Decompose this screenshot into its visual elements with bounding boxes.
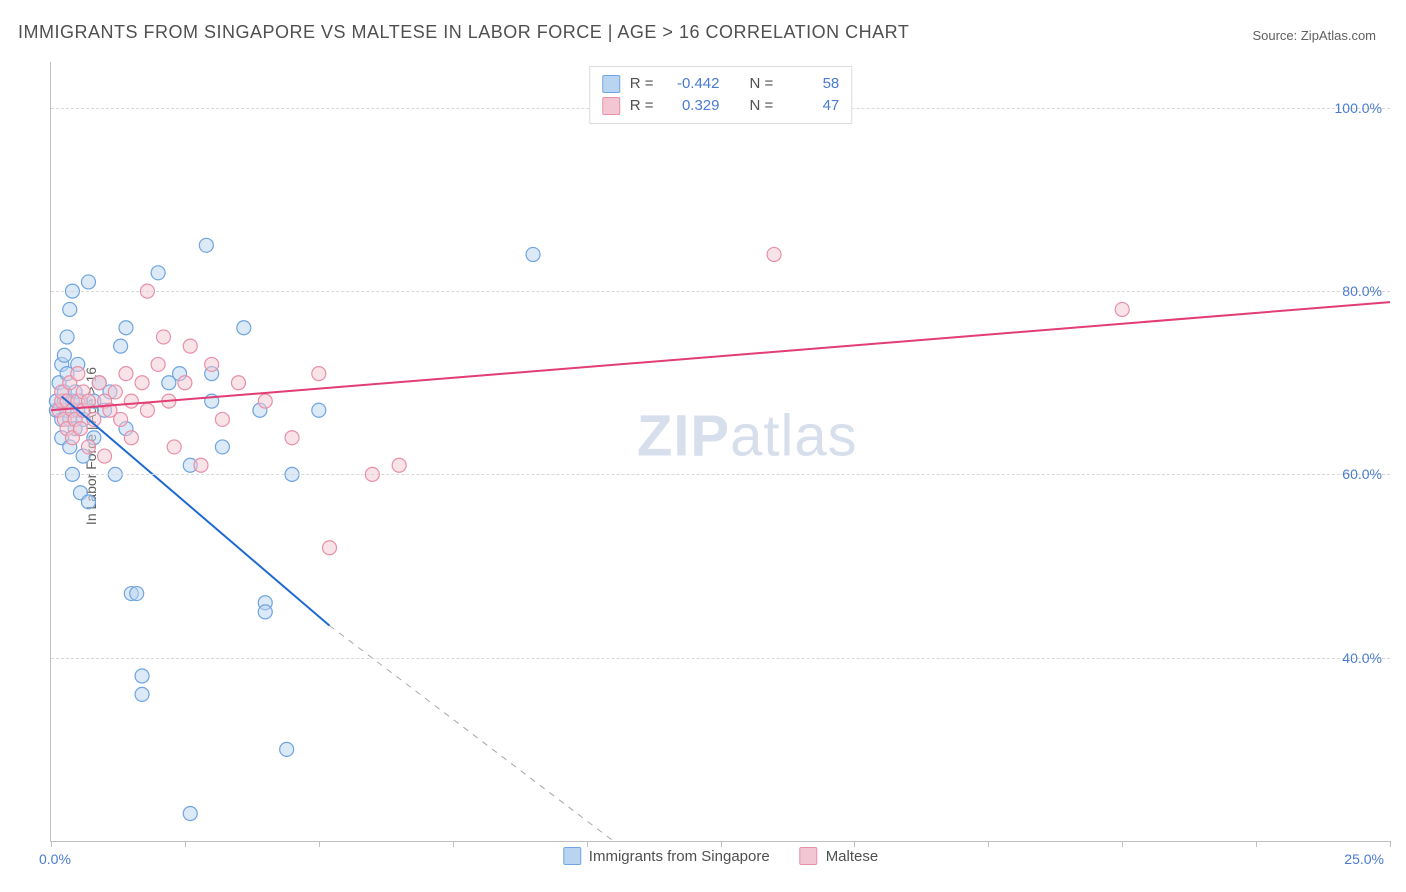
legend-n-value-0: 58 [783,73,839,95]
xtick [319,841,320,847]
legend-correlation-box: R = -0.442 N = 58 R = 0.329 N = 47 [589,66,853,124]
ytick-label: 60.0% [1342,466,1382,482]
legend-r-value-0: -0.442 [664,73,720,95]
legend-n-label-2: N = [750,95,774,117]
chart-container: IMMIGRANTS FROM SINGAPORE VS MALTESE IN … [0,0,1406,892]
xtick [185,841,186,847]
chart-plot-area: R = -0.442 N = 58 R = 0.329 N = 47 ZIPat… [50,62,1390,842]
legend-row-series-1: R = 0.329 N = 47 [602,95,840,117]
legend-bottom-label-0: Immigrants from Singapore [589,848,770,865]
legend-r-value-1: 0.329 [664,95,720,117]
legend-bottom-item-0: Immigrants from Singapore [563,847,770,865]
xtick [1122,841,1123,847]
x-max-label: 25.0% [1344,851,1384,867]
chart-title: IMMIGRANTS FROM SINGAPORE VS MALTESE IN … [18,22,909,43]
source-label: Source: ZipAtlas.com [1252,28,1376,43]
legend-r-label-2: R = [630,95,654,117]
legend-n-value-1: 47 [783,95,839,117]
xtick [453,841,454,847]
legend-bottom-item-1: Maltese [800,847,879,865]
legend-bottom-swatch-1 [800,847,818,865]
xtick [1256,841,1257,847]
gridline-h [51,474,1390,475]
plot-svg [51,62,1390,841]
x-min-label: 0.0% [39,851,71,867]
legend-bottom-swatch-0 [563,847,581,865]
xtick [51,841,52,847]
legend-row-series-0: R = -0.442 N = 58 [602,73,840,95]
xtick [988,841,989,847]
legend-bottom: Immigrants from Singapore Maltese [563,847,878,865]
legend-r-label: R = [630,73,654,95]
ytick-label: 40.0% [1342,650,1382,666]
xtick [1390,841,1391,847]
legend-swatch-series-1 [602,97,620,115]
gridline-h [51,658,1390,659]
ytick-label: 100.0% [1335,100,1382,116]
legend-n-label: N = [750,73,774,95]
ytick-label: 80.0% [1342,283,1382,299]
legend-swatch-series-0 [602,75,620,93]
legend-bottom-label-1: Maltese [826,848,879,865]
gridline-h [51,291,1390,292]
